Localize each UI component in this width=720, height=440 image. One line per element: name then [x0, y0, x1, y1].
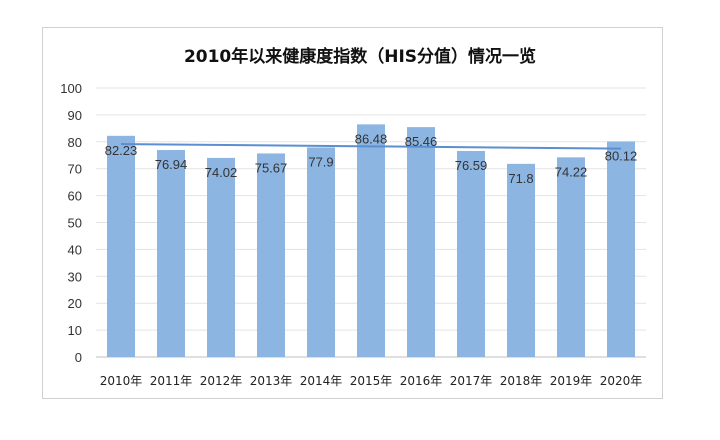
data-label: 76.59 — [455, 158, 488, 173]
chart-title: 2010年以来健康度指数（HIS分值）情况一览 — [183, 47, 537, 67]
data-label: 85.46 — [405, 134, 438, 149]
data-label: 86.48 — [355, 131, 388, 146]
trendline-group — [120, 143, 622, 150]
x-tick-label: 2010年 — [100, 374, 143, 388]
data-label: 74.02 — [205, 165, 238, 180]
bar — [607, 141, 635, 357]
y-tick-label: 40 — [68, 242, 82, 257]
bar — [107, 135, 135, 357]
data-label: 77.9 — [308, 154, 333, 169]
y-tick-label: 80 — [68, 135, 82, 150]
bar — [357, 124, 385, 357]
data-label: 75.67 — [255, 160, 288, 175]
x-tick-label: 2017年 — [450, 374, 493, 388]
bar — [457, 150, 485, 357]
bar — [157, 150, 185, 357]
x-tick-label: 2011年 — [150, 374, 193, 388]
trendline — [120, 143, 622, 150]
y-tick-label: 50 — [68, 216, 82, 231]
x-tick-label: 2013年 — [250, 374, 293, 388]
data-label: 82.23 — [105, 143, 138, 158]
x-axis: 2010年 2011年 2012年 2013年 2014年 2015年 2016年 2017年… — [100, 374, 643, 388]
bar — [307, 147, 335, 357]
x-tick-label: 2016年 — [400, 374, 443, 388]
bar — [557, 157, 585, 357]
y-tick-label: 90 — [68, 108, 82, 123]
x-tick-label: 2014年 — [300, 374, 343, 388]
bar — [407, 127, 435, 357]
bars — [107, 124, 635, 357]
y-tick-label: 70 — [68, 162, 82, 177]
x-tick-label: 2019年 — [550, 374, 593, 388]
bar — [507, 163, 535, 357]
y-tick-label: 100 — [60, 81, 82, 96]
y-tick-label: 60 — [68, 189, 82, 204]
y-tick-label: 0 — [75, 350, 82, 365]
y-tick-label: 10 — [68, 323, 82, 338]
bar — [207, 157, 235, 357]
x-tick-label: 2020年 — [600, 374, 643, 388]
bar — [257, 153, 285, 357]
data-label: 76.94 — [155, 157, 188, 172]
x-tick-label: 2018年 — [500, 374, 543, 388]
data-label: 80.12 — [605, 148, 638, 163]
y-tick-label: 20 — [68, 296, 82, 311]
data-label: 71.8 — [508, 171, 533, 186]
y-tick-label: 30 — [68, 269, 82, 284]
data-labels: 82.23 76.94 74.02 75.67 77.9 86.48 85.46 76.59 7… — [105, 131, 638, 185]
x-tick-label: 2015年 — [350, 374, 393, 388]
data-label: 74.22 — [555, 164, 588, 179]
y-axis: 0 10 20 30 40 50 60 70 80 90 100 — [60, 81, 82, 365]
x-tick-label: 2012年 — [200, 374, 243, 388]
